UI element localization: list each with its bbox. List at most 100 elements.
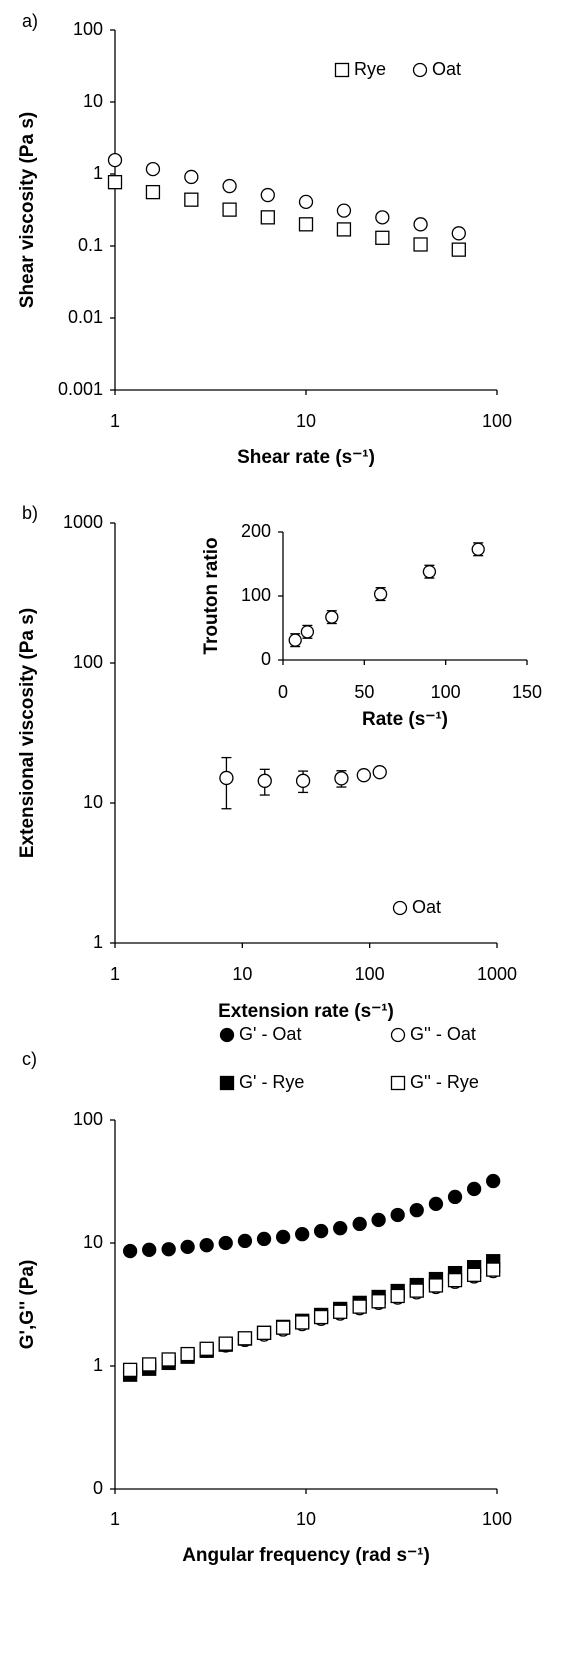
data-point xyxy=(352,1216,367,1232)
data-point xyxy=(142,1357,157,1372)
x-tick-label: 0 xyxy=(278,682,288,702)
data-point xyxy=(122,1243,138,1259)
data-point xyxy=(275,1320,291,1335)
legend-label: G'' - Oat xyxy=(410,1024,476,1044)
data-point xyxy=(336,203,352,218)
legend-marker xyxy=(219,1075,235,1091)
legend-marker xyxy=(392,900,408,916)
data-point xyxy=(107,175,123,190)
data-point xyxy=(372,765,387,780)
panel-label: c) xyxy=(22,1049,37,1069)
y-tick-label: 0.001 xyxy=(58,379,103,399)
data-point xyxy=(275,1229,291,1245)
data-point xyxy=(298,194,314,210)
x-tick-label: 50 xyxy=(354,682,374,702)
data-point xyxy=(471,542,485,556)
data-point xyxy=(222,202,237,217)
data-point xyxy=(145,184,161,200)
x-tick-label: 1 xyxy=(110,1509,120,1529)
data-point xyxy=(336,222,352,237)
data-point xyxy=(260,210,275,225)
data-point xyxy=(334,771,349,786)
y-tick-label: 1000 xyxy=(63,512,103,532)
data-point xyxy=(161,1242,176,1257)
data-point xyxy=(288,633,302,647)
y-tick-label: 1 xyxy=(93,163,103,183)
y-tick-label: 100 xyxy=(73,19,103,39)
data-point xyxy=(256,1231,272,1247)
data-point xyxy=(184,169,199,185)
y-tick-label: 0 xyxy=(261,649,271,669)
y-tick-label: 0.01 xyxy=(68,307,103,327)
data-point xyxy=(428,1278,444,1293)
x-tick-label: 100 xyxy=(355,964,385,984)
legend-marker xyxy=(219,1027,235,1043)
legend-label: Oat xyxy=(432,59,461,79)
data-point xyxy=(219,770,234,786)
data-point xyxy=(375,210,390,225)
data-point xyxy=(298,217,314,232)
x-tick-label: 100 xyxy=(431,682,461,702)
y-axis-title: Extensional viscosity (Pa s) xyxy=(17,608,38,858)
y-tick-label: 0 xyxy=(93,1478,103,1498)
y-tick-label: 0.1 xyxy=(78,235,103,255)
x-tick-label: 10 xyxy=(232,964,252,984)
data-point xyxy=(325,610,339,624)
data-point xyxy=(409,1283,424,1298)
x-tick-label: 1 xyxy=(110,964,120,984)
data-point xyxy=(295,1315,310,1330)
data-point xyxy=(486,1262,501,1277)
data-point xyxy=(486,1173,501,1189)
data-point xyxy=(257,773,272,788)
data-point xyxy=(390,1207,405,1223)
y-tick-label: 1 xyxy=(93,1355,103,1375)
legend-label: Rye xyxy=(354,59,386,79)
data-point xyxy=(373,587,388,601)
data-point xyxy=(107,152,123,168)
data-point xyxy=(313,1223,329,1239)
data-point xyxy=(145,161,161,177)
y-tick-label: 100 xyxy=(73,1109,103,1129)
data-point xyxy=(184,192,199,207)
data-point xyxy=(161,1352,176,1367)
data-point xyxy=(352,1299,367,1314)
y-axis-title: G',G'' (Pa) xyxy=(17,1260,38,1350)
x-tick-label: 10 xyxy=(296,1509,316,1529)
data-point xyxy=(256,1325,272,1340)
data-point xyxy=(371,1212,386,1228)
y-tick-label: 1 xyxy=(93,932,103,952)
data-point xyxy=(413,217,428,232)
data-point xyxy=(451,226,466,241)
data-point xyxy=(218,1336,233,1351)
data-point xyxy=(333,1221,348,1236)
y-tick-label: 10 xyxy=(83,91,103,111)
data-point xyxy=(237,1331,253,1346)
legend-label: Oat xyxy=(412,897,441,917)
data-point xyxy=(413,237,428,252)
legend-marker xyxy=(390,1027,406,1043)
x-axis-title: Shear rate (s⁻¹) xyxy=(237,447,375,468)
data-point xyxy=(300,625,315,639)
data-point xyxy=(422,565,437,579)
data-point xyxy=(375,230,390,245)
x-axis-title: Extension rate (s⁻¹) xyxy=(218,1001,394,1022)
data-point xyxy=(222,178,237,194)
y-tick-label: 10 xyxy=(83,1232,103,1252)
data-point xyxy=(295,773,311,788)
x-tick-label: 1000 xyxy=(477,964,517,984)
data-point xyxy=(451,242,466,257)
data-point xyxy=(447,1189,463,1205)
legend-marker xyxy=(334,62,350,78)
data-point xyxy=(122,1362,138,1378)
y-tick-label: 100 xyxy=(73,652,103,672)
data-point xyxy=(356,768,371,783)
data-point xyxy=(199,1341,214,1356)
legend-label: G' - Oat xyxy=(239,1024,301,1044)
data-point xyxy=(447,1272,463,1288)
x-axis-title: Rate (s⁻¹) xyxy=(362,709,448,730)
data-point xyxy=(333,1304,348,1319)
y-tick-label: 10 xyxy=(83,792,103,812)
data-point xyxy=(180,1239,195,1255)
y-tick-label: 200 xyxy=(241,521,271,541)
